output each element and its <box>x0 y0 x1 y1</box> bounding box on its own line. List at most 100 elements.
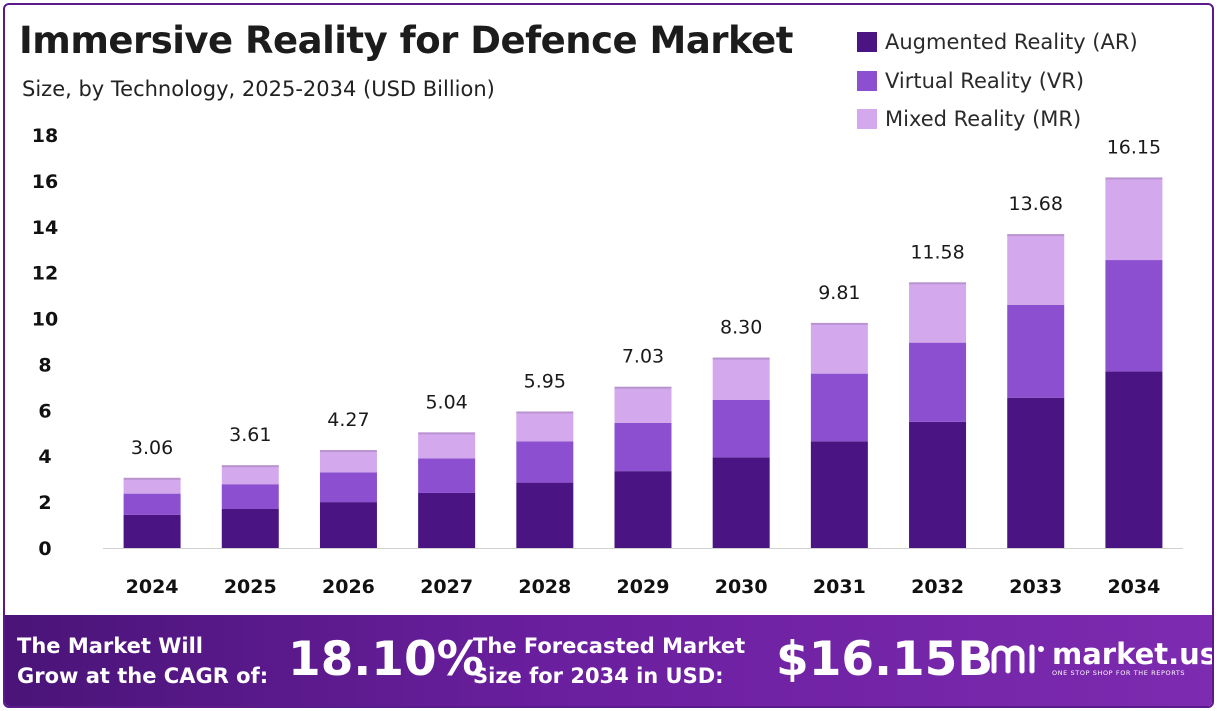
legend-swatch-mr <box>857 109 877 130</box>
x-tick-label-2026: 2026 <box>322 576 375 598</box>
x-tick-label-2025: 2025 <box>224 576 277 598</box>
legend-item-vr: Virtual Reality (VR) <box>857 62 1138 101</box>
bar-segment-mr-2034 <box>1105 177 1163 261</box>
bar-segment-mr-2033 <box>1007 234 1065 305</box>
bar-top-edge-2026 <box>319 450 377 453</box>
cagr-value: 18.10% <box>288 632 484 687</box>
forecast-caption-line2: Size for 2034 in USD: <box>473 664 724 688</box>
bar-segment-vr-2024 <box>123 493 181 515</box>
forecast-value: $16.15B <box>776 632 994 687</box>
legend-label-ar: Augmented Reality (AR) <box>885 30 1138 55</box>
forecast-caption: The Forecasted Market Size for 2034 in U… <box>473 631 745 691</box>
bar-segment-mr-2029 <box>614 386 672 423</box>
bar-segment-mr-2027 <box>418 432 476 459</box>
bar-segment-mr-2025 <box>221 465 279 485</box>
y-tick-label: 2 <box>38 492 51 514</box>
logo-tagline: ONE STOP SHOP FOR THE REPORTS <box>1052 669 1186 677</box>
y-tick-label: 18 <box>32 125 58 147</box>
y-tick-label: 10 <box>32 309 58 331</box>
x-tick-label-2030: 2030 <box>715 576 768 598</box>
x-tick-label-2028: 2028 <box>518 576 571 598</box>
bar-segment-vr-2032 <box>909 342 967 422</box>
y-tick-label: 16 <box>32 171 58 193</box>
bar-segment-ar-2033 <box>1007 397 1065 548</box>
total-label-2027: 5.04 <box>425 391 467 413</box>
bar-segment-mr-2031 <box>810 322 868 374</box>
legend-item-mr: Mixed Reality (MR) <box>857 100 1138 139</box>
chart-subtitle: Size, by Technology, 2025-2034 (USD Bill… <box>22 77 495 101</box>
chart-frame: Immersive Reality for Defence Market Siz… <box>3 3 1214 708</box>
y-tick-label: 0 <box>38 538 51 560</box>
bar-segment-vr-2033 <box>1007 304 1065 398</box>
bar-segment-ar-2032 <box>909 421 967 548</box>
bar-top-edge-2031 <box>810 322 868 325</box>
bar-segment-mr-2024 <box>123 477 181 494</box>
legend-item-ar: Augmented Reality (AR) <box>857 23 1138 62</box>
chart-legend: Augmented Reality (AR) Virtual Reality (… <box>857 23 1138 139</box>
bar-segment-ar-2025 <box>221 508 279 548</box>
bar-segment-vr-2034 <box>1105 260 1163 372</box>
bar-top-edge-2032 <box>909 282 967 285</box>
bar-top-edge-2025 <box>221 465 279 468</box>
bar-segment-vr-2026 <box>319 472 377 503</box>
bar-top-edge-2034 <box>1105 177 1163 180</box>
bar-chart: 0 2 4 6 8 10 12 14 16 18 3.06 2024 3.61 2025 4.27 2026 5… <box>32 125 1183 598</box>
total-label-2033: 13.68 <box>1009 193 1063 215</box>
summary-banner: The Market Will Grow at the CAGR of: 18.… <box>5 615 1214 706</box>
logo-text: market.us <box>1052 637 1214 671</box>
bar-segment-mr-2030 <box>712 357 770 401</box>
bar-segment-ar-2029 <box>614 471 672 548</box>
bar-segment-ar-2027 <box>418 492 476 548</box>
legend-label-mr: Mixed Reality (MR) <box>885 107 1082 132</box>
x-tick-label-2033: 2033 <box>1009 576 1062 598</box>
y-tick-label: 6 <box>38 400 51 422</box>
bar-top-edge-2028 <box>516 411 574 414</box>
bar-segment-ar-2031 <box>810 441 868 548</box>
bar-segment-ar-2024 <box>123 514 181 548</box>
x-tick-label-2034: 2034 <box>1107 576 1160 598</box>
bar-segment-mr-2028 <box>516 411 574 442</box>
x-tick-label-2024: 2024 <box>126 576 179 598</box>
legend-label-vr: Virtual Reality (VR) <box>885 68 1085 93</box>
bar-segment-vr-2025 <box>221 484 279 509</box>
legend-swatch-ar <box>857 32 877 53</box>
total-label-2034: 16.15 <box>1107 136 1161 158</box>
bar-segment-vr-2031 <box>810 373 868 442</box>
bar-top-edge-2027 <box>418 432 476 435</box>
cagr-caption-line1: The Market Will <box>17 634 204 658</box>
y-tick-label: 14 <box>32 217 58 239</box>
x-tick-label-2031: 2031 <box>813 576 866 598</box>
bar-segment-vr-2028 <box>516 441 574 483</box>
bar-top-edge-2029 <box>614 386 672 389</box>
total-label-2026: 4.27 <box>327 409 369 431</box>
total-label-2032: 11.58 <box>910 241 964 263</box>
x-tick-label-2029: 2029 <box>617 576 670 598</box>
cagr-caption: The Market Will Grow at the CAGR of: <box>17 631 268 691</box>
bar-top-edge-2030 <box>712 357 770 360</box>
total-label-2031: 9.81 <box>818 282 860 304</box>
y-tick-label: 12 <box>32 263 58 285</box>
y-tick-label: 4 <box>38 446 51 468</box>
forecast-caption-line1: The Forecasted Market <box>473 634 746 658</box>
x-tick-label-2032: 2032 <box>911 576 964 598</box>
cagr-caption-line2: Grow at the CAGR of: <box>17 664 269 688</box>
total-label-2028: 5.95 <box>524 370 566 392</box>
y-tick-label: 8 <box>38 354 51 376</box>
bar-segment-vr-2029 <box>614 422 672 472</box>
bar-segment-ar-2026 <box>319 502 377 548</box>
total-label-2029: 7.03 <box>622 346 664 368</box>
bar-top-edge-2033 <box>1007 234 1065 237</box>
bar-segment-ar-2034 <box>1105 371 1163 548</box>
bar-top-edge-2024 <box>123 477 181 480</box>
market-us-logo: market.us ONE STOP SHOP FOR THE REPORTS <box>990 637 1214 677</box>
bar-segment-vr-2030 <box>712 400 770 458</box>
legend-swatch-vr <box>857 70 877 91</box>
x-tick-label-2027: 2027 <box>420 576 473 598</box>
bar-segment-mr-2026 <box>319 450 377 473</box>
bar-segment-vr-2027 <box>418 458 476 493</box>
market-us-logo-icon <box>991 644 1044 674</box>
bar-segment-mr-2032 <box>909 282 967 343</box>
bar-segment-ar-2030 <box>712 457 770 548</box>
total-label-2030: 8.30 <box>720 317 762 339</box>
total-label-2025: 3.61 <box>229 424 271 446</box>
